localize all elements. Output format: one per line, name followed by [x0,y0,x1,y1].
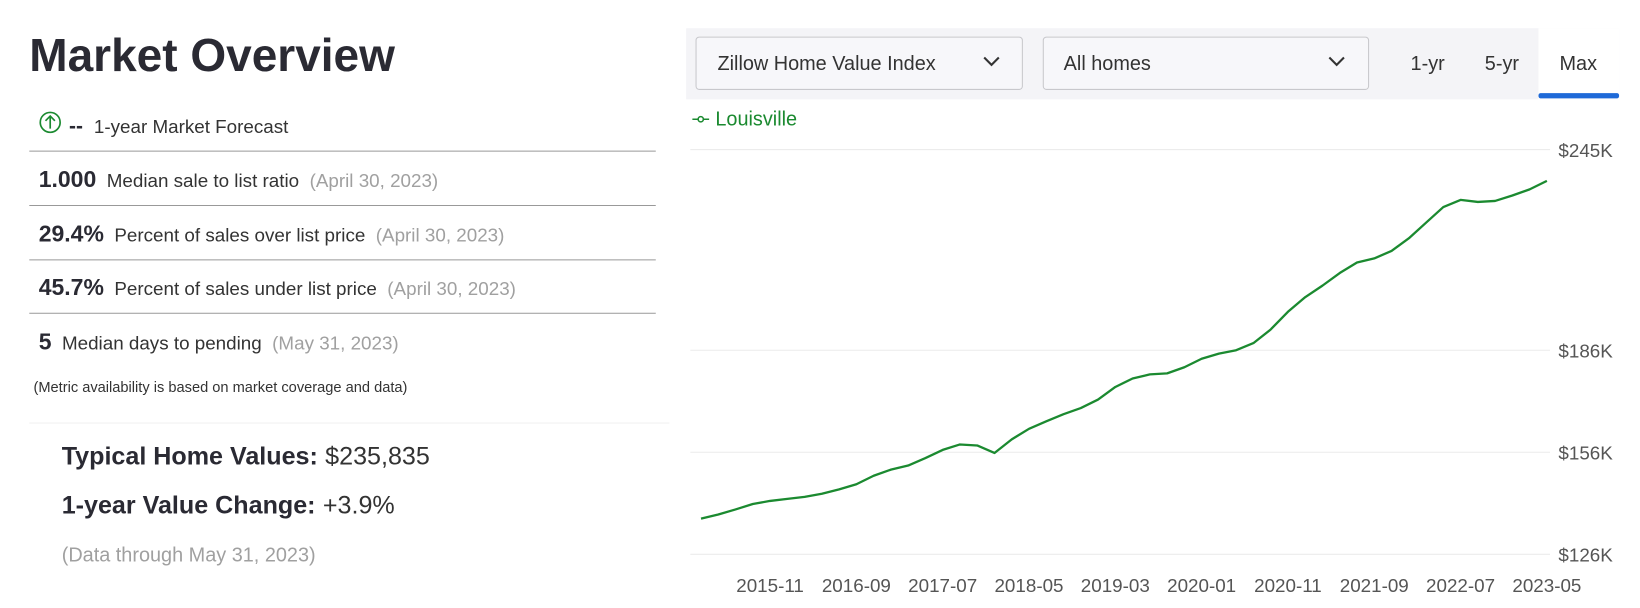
change-value: +3.9% [323,492,395,520]
metric-value: 45.7% [39,274,104,300]
x-tick-label: 2020-11 [1254,575,1322,596]
page-title: Market Overview [29,29,395,81]
forecast-row: -- 1-year Market Forecast [69,115,289,138]
x-tick-label: 2021-09 [1340,575,1409,596]
chevron [1328,56,1345,67]
metric-date: (May 31, 2023) [272,332,399,353]
metric-row: 5 Median days to pending (May 31, 2023) [39,328,399,354]
tab[interactable]: 1-yr [1411,53,1446,75]
forecast-icon [39,111,61,134]
metric-label: Percent of sales over list price [114,225,365,246]
x-tick-label: 2017-07 [908,575,977,596]
series-line [700,179,1548,520]
metric-row: 29.4% Percent of sales over list price (Ap… [39,221,505,247]
x-tick-label: 2022-07 [1426,575,1495,596]
forecast-label: 1-year Market Forecast [94,116,289,137]
x-tick-label: 2015-11 [736,575,804,596]
change-label: 1-year Value Change: [62,492,316,520]
forecast-value: -- [69,115,83,138]
legend-label: Louisville [715,109,797,131]
metric-row: 1.000 Median sale to list ratio (April 30,… [39,166,439,192]
metric-date: (April 30, 2023) [310,170,439,191]
index-dropdown[interactable] [695,36,1023,90]
x-tick-label: 2020-01 [1167,575,1236,596]
chevron [983,56,1000,67]
y-tick-label: $156K [1558,443,1613,464]
active-tab-underline [1538,93,1620,99]
data-through: (Data through May 31, 2023) [62,545,316,567]
metric-value: 5 [39,328,52,354]
x-tick-label: 2023-05 [1512,575,1581,596]
metric-label: Median sale to list ratio [107,170,299,191]
x-tick-label: 2018-05 [994,575,1063,596]
legend-marker [697,115,705,123]
metric-label: Median days to pending [62,332,262,353]
typical-label: Typical Home Values: [62,442,318,470]
tab[interactable]: Max [1559,53,1597,75]
x-tick-label: 2016-09 [822,575,891,596]
typical-value: $235,835 [325,442,430,470]
metric-value: 1.000 [39,166,97,192]
change-row: 1-year Value Change: +3.9% [62,492,395,520]
y-tick-label: $126K [1558,545,1613,566]
active-tab[interactable] [1538,28,1620,100]
typical-row: Typical Home Values: $235,835 [62,442,430,470]
home-type-dropdown[interactable] [1042,36,1370,90]
index-dropdown-label[interactable]: Zillow Home Value Index [717,53,935,75]
y-tick-label: $186K [1558,341,1613,362]
metric-label: Percent of sales under list price [114,278,376,299]
forecast-arrow [44,114,56,129]
metric-row: 45.7% Percent of sales under list price (A… [39,274,516,300]
note: (Metric availability is based on market … [33,380,407,396]
tab[interactable]: 5-yr [1485,53,1520,75]
metric-date: (April 30, 2023) [387,278,516,299]
y-tick-label: $245K [1558,140,1613,161]
home-type-dropdown-label[interactable]: All homes [1064,53,1151,75]
metric-date: (April 30, 2023) [376,225,505,246]
metric-value: 29.4% [39,221,104,247]
x-tick-label: 2019-03 [1081,575,1150,596]
